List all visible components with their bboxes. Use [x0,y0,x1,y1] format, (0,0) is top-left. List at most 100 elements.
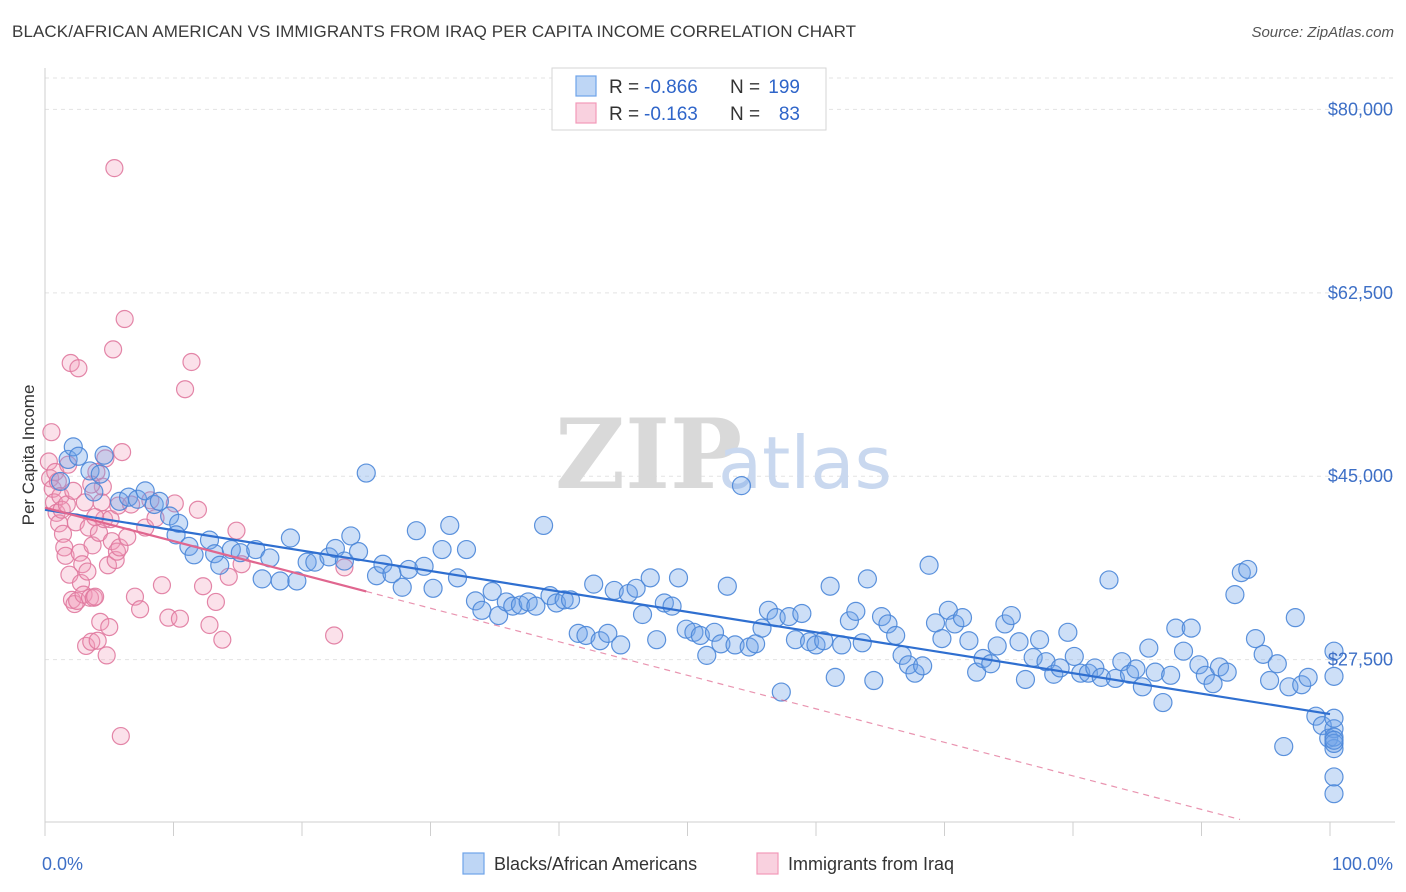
black-point-67 [590,631,610,651]
black-point-147 [1139,638,1159,658]
iraq-point-62 [130,600,150,619]
iraq-point-2 [42,423,61,442]
black-point-70 [611,635,631,655]
black-point-169 [1292,675,1312,695]
x-tick-label-1: 100.0% [1332,854,1393,874]
iraq-point-35 [84,588,103,607]
black-point-176 [1324,666,1344,686]
black-point-11 [135,481,155,501]
black-point-59 [533,515,554,536]
black-point-43 [406,521,426,541]
black-point-180 [1324,708,1344,728]
black-point-38 [366,566,387,586]
black-point-101 [825,667,845,687]
black-point-127 [1001,605,1021,626]
black-point-120 [952,608,973,628]
black-point-81 [690,625,710,646]
black-point-125 [987,636,1007,656]
black-point-52 [482,581,502,602]
black-point-51 [472,600,492,620]
y-tick-label-3: $80,000 [1328,99,1393,119]
black-point-115 [919,555,939,575]
axes [44,68,1395,836]
iraq-point-40 [91,612,110,631]
black-point-0 [50,471,71,492]
black-point-21 [210,555,230,575]
legend-swatch-1 [575,102,597,124]
series-legend-label-0: Blacks/African Americans [494,854,697,874]
black-point-74 [640,568,660,588]
black-point-183 [1324,730,1344,750]
black-point-150 [1161,665,1181,685]
y-tick-label-0: $27,500 [1328,650,1393,670]
black-point-154 [1189,655,1209,675]
chart-title: BLACK/AFRICAN AMERICAN VS IMMIGRANTS FRO… [12,22,857,41]
black-point-25 [252,569,272,589]
black-point-170 [1298,667,1318,687]
iraq-point-56 [111,726,130,746]
iraq-point-57 [112,442,132,462]
black-point-72 [626,578,646,598]
black-point-152 [1173,641,1194,661]
black-point-129 [1015,669,1036,690]
black-point-99 [814,631,834,651]
legend-n-value-0: 199 [768,77,800,98]
black-point-84 [711,634,731,654]
black-point-29 [287,571,307,591]
iraq-point-13 [56,546,75,565]
iraq-point-47 [100,617,119,637]
black-point-178 [1324,641,1344,661]
grid-lines [45,77,1395,661]
iraq-point-33 [82,632,101,651]
iraq-point-36 [86,587,105,606]
black-point-7 [90,464,110,484]
black-point-55 [503,596,523,616]
iraq-point-75 [206,592,226,612]
black-point-136 [1064,646,1084,667]
iraq-point-76 [213,630,232,649]
black-point-12 [144,494,164,515]
iraq-point-38 [88,631,107,650]
iraq-point-81 [335,558,354,577]
black-point-113 [905,663,925,683]
correlation-legend: R = -0.866 N = 199 R = -0.163 N = 83 [551,67,827,131]
source-label: Source: ZipAtlas.com [1251,24,1394,41]
iraq-point-30 [78,562,97,581]
black-point-175 [1324,719,1344,739]
black-point-174 [1324,739,1344,759]
black-point-78 [668,568,689,588]
black-point-96 [792,603,812,624]
y-axis-label: Per Capita Income [19,385,38,526]
black-point-146 [1132,677,1152,697]
y-tick-label-2: $62,500 [1328,283,1393,303]
iraq-point-51 [105,159,124,178]
black-point-165 [1267,654,1287,674]
black-point-77 [662,596,682,616]
black-trend-line [44,508,1331,716]
iraq-point-72 [188,500,208,519]
legend-swatch-0 [575,75,597,97]
iraq-point-45 [97,646,116,665]
black-point-45 [423,578,443,598]
black-point-63 [560,590,581,610]
iraq-point-23 [69,359,88,378]
black-point-66 [584,574,604,594]
black-point-86 [725,635,745,655]
iraq-point-66 [152,576,172,595]
black-point-124 [981,654,1001,674]
y-ticks: $27,500 $45,000 $62,500 $80,000 [1328,99,1393,669]
black-point-48 [447,568,468,588]
black-point-107 [864,670,884,691]
legend-r-label-1: R = [609,104,639,125]
series-legend-swatch-1 [756,852,779,875]
black-point-85 [717,576,737,596]
iraq-trend-line-solid [44,506,367,593]
black-point-153 [1181,618,1201,638]
black-point-151 [1166,618,1186,638]
black-point-30 [297,552,317,572]
black-point-49 [456,539,477,560]
black-point-117 [932,629,952,649]
iraq-point-68 [165,494,184,513]
iraq-points [39,159,354,746]
